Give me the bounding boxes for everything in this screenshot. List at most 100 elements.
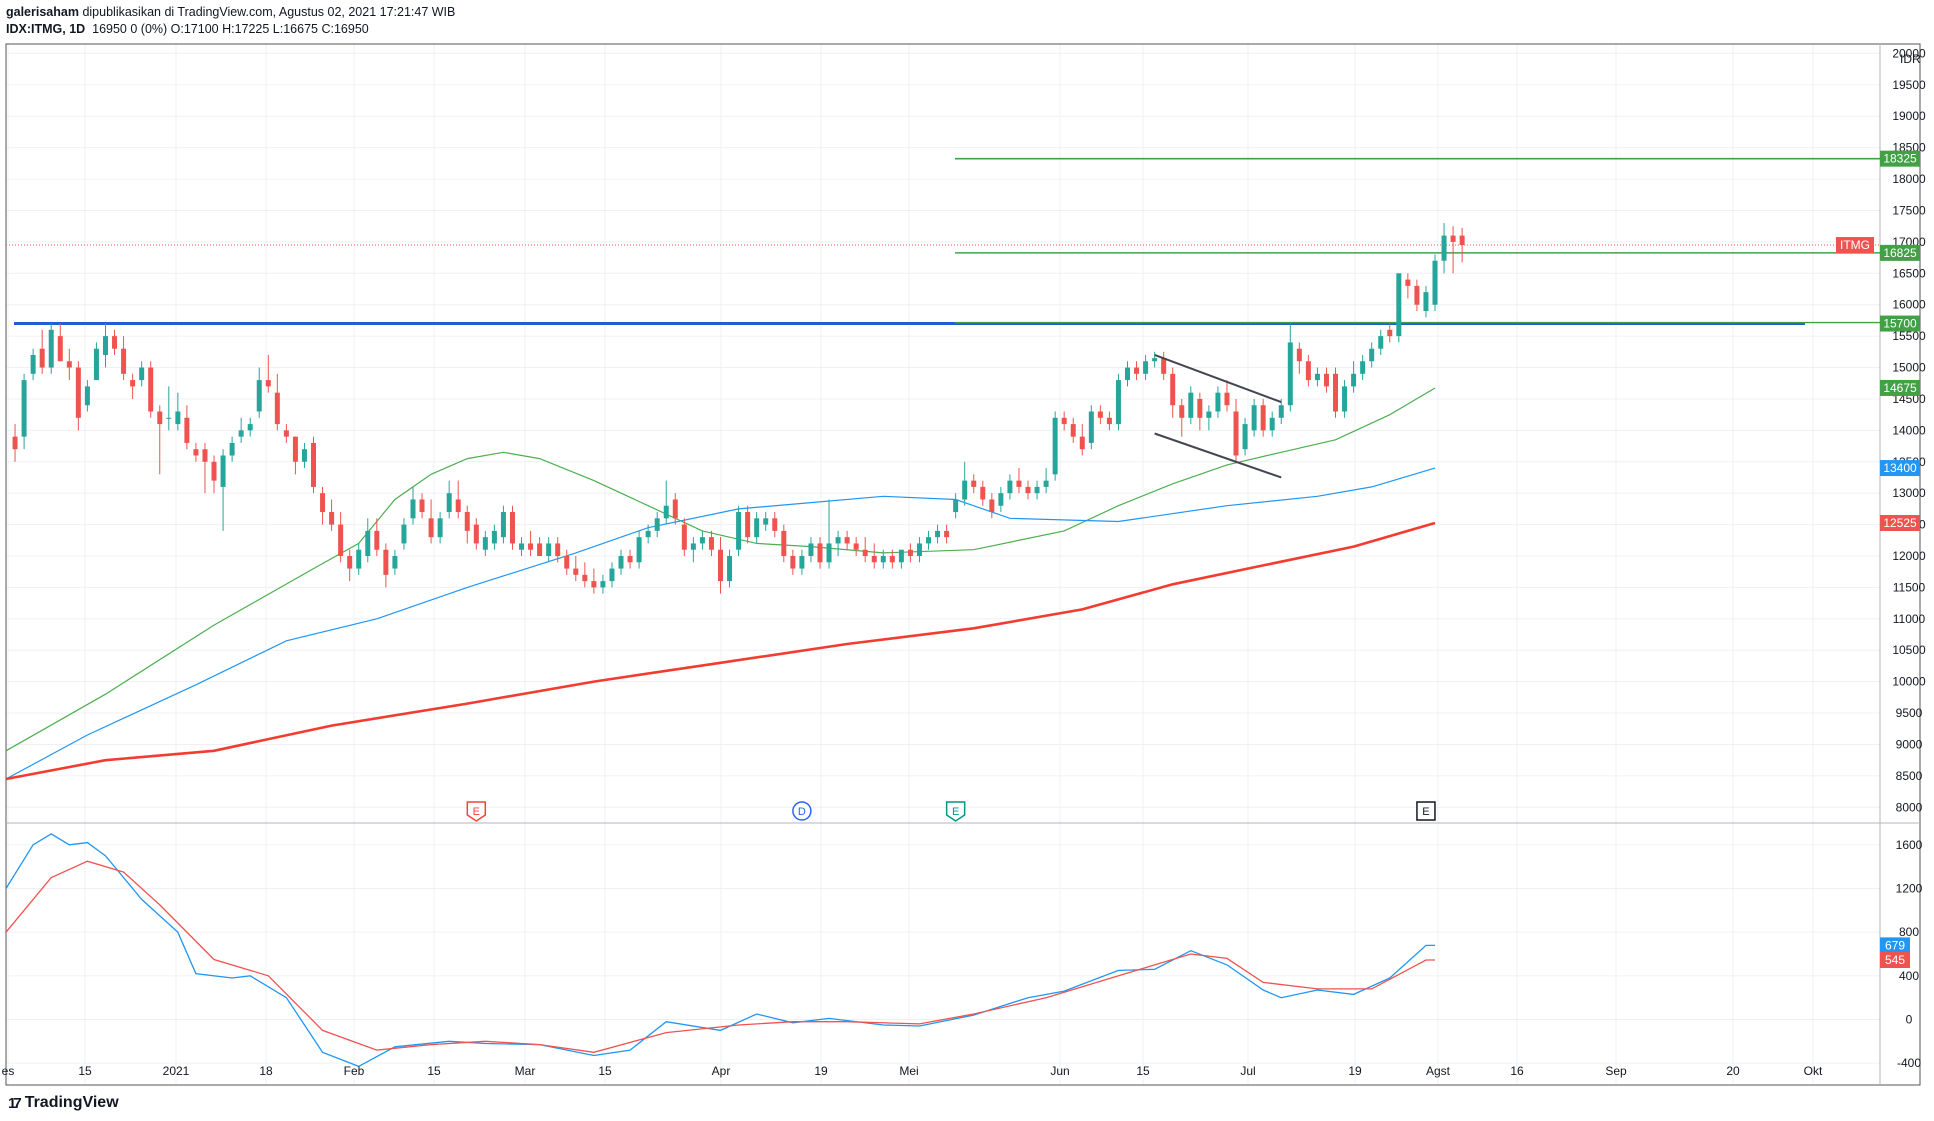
candle [1115, 373, 1121, 431]
candle-body [121, 348, 127, 374]
candle-body [473, 524, 479, 544]
candle-body [880, 556, 886, 563]
candle-body [491, 530, 497, 544]
candle-body [690, 543, 696, 550]
candle [528, 530, 534, 557]
candle [862, 537, 868, 563]
candle [1296, 342, 1302, 374]
candle-body [989, 499, 995, 513]
price-badge: 18325 [1880, 150, 1920, 167]
candle-body [745, 512, 751, 538]
candle [844, 530, 850, 550]
candle-body [1369, 348, 1375, 362]
publisher-name[interactable]: galerisaham [6, 5, 79, 19]
tradingview-logo[interactable]: 17 TradingView [8, 1094, 119, 1112]
candle [944, 524, 950, 544]
candle [1360, 354, 1366, 381]
candle [1070, 417, 1076, 443]
candle [708, 530, 714, 557]
candle-body [1342, 386, 1348, 412]
candle [12, 424, 18, 462]
candle [229, 436, 235, 462]
x-tick-label: Okt [1804, 1064, 1823, 1078]
candle [1034, 480, 1040, 500]
candle [645, 524, 651, 544]
candle-body [844, 537, 850, 544]
candle-body [329, 512, 335, 525]
price-badge: 14675 [1880, 379, 1920, 396]
price-tick-label: 16500 [1892, 266, 1926, 280]
candle [1143, 354, 1149, 381]
candle-body [256, 380, 262, 412]
candle [1441, 223, 1447, 274]
event-marker-shape [466, 801, 487, 822]
candle-body [410, 499, 416, 519]
candle [627, 549, 633, 569]
candle [1088, 405, 1094, 450]
x-tick-label: Agst [1426, 1064, 1451, 1078]
candle-body [283, 430, 289, 437]
candle-body [980, 486, 986, 500]
candle [1432, 254, 1438, 311]
candle [654, 512, 660, 538]
candle-body [247, 424, 253, 431]
event-marker-label: E [1422, 806, 1429, 818]
candle-body [292, 436, 298, 462]
quote-values: 16950 0 (0%) O:17100 H:17225 L:16675 C:1… [92, 22, 369, 36]
candle-body [826, 543, 832, 563]
candle-body [654, 518, 660, 531]
oscillator-line [5, 833, 1435, 1068]
event-marker-shape [792, 801, 812, 821]
x-tick-label: 19 [1348, 1064, 1362, 1078]
candle [826, 499, 832, 569]
osc-badge-label: 679 [1885, 938, 1905, 952]
candle-body [157, 411, 163, 425]
price-badge-bg [1880, 244, 1920, 261]
candle [30, 348, 36, 381]
candle [500, 505, 506, 544]
candle [93, 342, 99, 381]
candle [609, 562, 615, 588]
candle-body [175, 411, 181, 425]
candle-body [591, 581, 597, 588]
x-tick-label: Apr [712, 1064, 731, 1078]
candle [907, 543, 913, 563]
candle-body [365, 530, 371, 557]
candle-body [528, 543, 534, 550]
x-tick-label: Jun [1050, 1064, 1069, 1078]
candle [247, 417, 253, 437]
candle-body [1179, 405, 1185, 418]
candle [157, 405, 163, 475]
candle-body [618, 556, 624, 569]
candle [1314, 367, 1320, 387]
candle [871, 543, 877, 569]
candle-body [582, 574, 588, 582]
candle [1061, 411, 1067, 431]
candle [84, 380, 90, 412]
candle-body [39, 348, 45, 368]
candle [880, 549, 886, 569]
candle-body [781, 530, 787, 557]
candle [66, 348, 72, 381]
candle-body [699, 537, 705, 544]
candle [184, 405, 190, 450]
x-tick-label: es [2, 1064, 15, 1078]
candle-body [356, 549, 362, 569]
candle [130, 373, 136, 399]
symbol-badge-label: ITMG [1840, 238, 1870, 252]
price-tick-label: 12000 [1892, 549, 1926, 563]
candle-body [1224, 392, 1230, 406]
candle [980, 480, 986, 506]
event-marker: E [466, 801, 487, 822]
candle-body [1351, 373, 1357, 387]
price-tick-label: 20000 [1892, 46, 1926, 60]
candle [482, 530, 488, 557]
candle [1251, 398, 1257, 437]
candle-body [1296, 348, 1302, 362]
candle-body [274, 392, 280, 425]
event-marker: E [1416, 801, 1436, 821]
candle [736, 505, 742, 557]
candle-body [763, 518, 769, 525]
price-tick-label: 9500 [1896, 706, 1923, 720]
